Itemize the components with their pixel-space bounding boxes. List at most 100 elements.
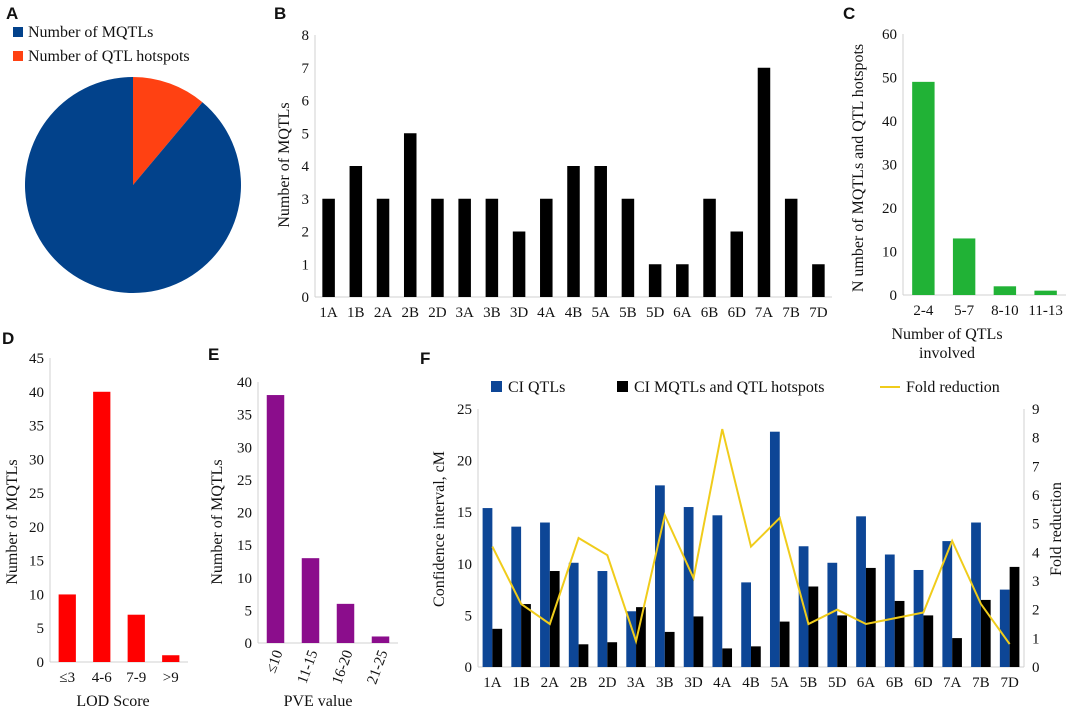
panel-f-fold-reduction-line [491, 428, 1011, 645]
panel-f-x-tick-label: 1A [483, 675, 502, 691]
panel-b-x-tick-label: 5A [592, 305, 611, 321]
panel-f-bar-ci-qtls [683, 507, 694, 667]
panel-f-bar-ci-qtls [913, 569, 924, 667]
panel-b-x-tick-label: 6B [701, 305, 719, 321]
panel-c-bar [993, 286, 1017, 295]
panel-f-y-tick-label: 20 [457, 454, 472, 470]
panel-b-y-tick-label: 5 [302, 126, 310, 142]
panel-f-bar-ci-mqtls [549, 571, 560, 667]
panel-b-x-tick-label: 7A [755, 305, 774, 321]
panel-label-e: E [208, 345, 219, 364]
panel-c-x-tick-label: 8-10 [991, 303, 1019, 319]
legend-label-hotspots: Number of QTL hotspots [28, 48, 190, 65]
panel-c-y-tick-label: 20 [882, 201, 897, 217]
panel-label-a: A [6, 4, 18, 23]
panel-label-c: C [843, 4, 855, 23]
panel-c-x-tick-label: 11-13 [1028, 303, 1062, 319]
panel-f-y-right-tick-label: 7 [1032, 459, 1040, 475]
panel-f-x-tick-label: 3B [656, 675, 674, 691]
panel-f-bar-ci-qtls [511, 526, 522, 667]
panel-d-xlabel: LOD Score [76, 693, 149, 710]
panel-f-y-right-tick-label: 8 [1032, 431, 1040, 447]
panel-f-ylabel-right: Fold reduction [1048, 482, 1065, 576]
panel-c-bar [912, 81, 935, 295]
panel-b-bar [322, 198, 335, 297]
panel-b-y-tick-label: 6 [302, 94, 310, 110]
panel-f-x-tick-label: 3D [684, 675, 703, 691]
panel-b-y-tick-label: 2 [302, 225, 310, 241]
panel-f-x-tick-label: 2D [598, 675, 617, 691]
panel-e-y-tick-label: 30 [237, 440, 252, 456]
panel-f-x-tick-label: 5A [771, 675, 790, 691]
panel-f-bar-ci-qtls [482, 508, 493, 667]
panel-f-y-right-tick-label: 5 [1032, 517, 1040, 533]
legend-label-ci-qtls: CI QTLs [508, 379, 565, 396]
panel-b-bar [349, 166, 363, 297]
panel-c-bar [1034, 290, 1057, 295]
panel-b-y-tick-label: 8 [302, 28, 310, 44]
panel-f-x-tick-label: 5D [828, 675, 847, 691]
panel-b-y-tick-label: 0 [302, 290, 310, 306]
panel-c-x-tick-label: 5-7 [954, 303, 974, 319]
panel-f-bar-ci-mqtls [664, 631, 675, 667]
panel-b-bar [730, 231, 744, 297]
panel-c-y-tick-label: 0 [890, 288, 898, 304]
panel-f-y-tick-label: 0 [465, 660, 473, 676]
panel-e-bar [301, 558, 320, 643]
panel-d-x-tick-label: ≤3 [59, 670, 75, 686]
panel-b-bar [540, 198, 553, 297]
panel-f-bar-ci-qtls [597, 571, 608, 667]
pie-slices [24, 77, 241, 293]
panel-f-x-tick-label: 4A [713, 675, 732, 691]
panel-b-x-tick-label: 4A [537, 305, 556, 321]
panel-f-y-right-tick-label: 0 [1032, 660, 1040, 676]
panel-f-y-tick-label: 5 [465, 608, 473, 624]
panel-c-y-tick-label: 30 [882, 158, 897, 174]
pve-value-chart: 0 5 10 15 20 25 30 35 40 ≤10 11-15 16-20 21-25 [237, 375, 398, 686]
panel-e-x-tick-label: 16-20 [329, 648, 356, 686]
panel-e-bar [266, 395, 285, 643]
panel-e-y-tick-label: 40 [237, 375, 252, 391]
panel-f-bar-ci-qtls [827, 562, 838, 667]
panel-d-y-tick-label: 30 [29, 452, 44, 468]
panel-c-x-tick-label: 2-4 [913, 303, 933, 319]
panel-b-x-tick-label: 2A [374, 305, 393, 321]
panel-c-xlabel-line1: Number of QTLs [891, 326, 1002, 343]
panel-f-ylabel: Confidence interval, cM [431, 451, 448, 607]
panel-f-x-tick-label: 7B [972, 675, 990, 691]
panel-b-x-tick-label: 5B [619, 305, 637, 321]
panel-f-bar-ci-mqtls [952, 638, 962, 667]
panel-f-y-right-tick-label: 4 [1032, 545, 1040, 561]
panel-f-x-tick-label: 7A [943, 675, 962, 691]
panel-f-x-tick-label: 3A [627, 675, 646, 691]
panel-b-bar [458, 198, 471, 297]
panel-d-y-tick-label: 40 [29, 385, 44, 401]
panel-f-bar-ci-mqtls [1009, 566, 1020, 667]
panel-b-bar [757, 67, 771, 297]
panel-b-bar [403, 133, 417, 297]
legend-swatch-hotspots [13, 51, 23, 61]
panel-b-bar [621, 198, 635, 297]
panel-b-x-tick-label: 4B [565, 305, 583, 321]
panel-b-bar [676, 264, 689, 297]
panel-e-x-tick-label: ≤10 [264, 648, 287, 675]
panel-f-y-right-tick-label: 2 [1032, 603, 1040, 619]
panel-f-y-right-tick-label: 9 [1032, 402, 1040, 418]
panel-b-bar [703, 198, 716, 297]
panel-f-bar-ci-mqtls [894, 600, 905, 667]
panel-e-y-tick-label: 35 [237, 408, 252, 424]
panel-f-y-tick-label: 10 [457, 557, 472, 573]
panel-f-bar-ci-mqtls [808, 586, 819, 667]
panel-d-x-tick-label: 4-6 [92, 670, 112, 686]
panel-e-y-tick-label: 25 [237, 473, 252, 489]
panel-f-bar-ci-qtls [568, 562, 579, 667]
panel-f-x-tick-label: 2B [570, 675, 588, 691]
panel-b-y-tick-label: 4 [302, 159, 310, 175]
panel-e-y-tick-label: 10 [237, 571, 252, 587]
panel-c-y-tick-label: 50 [882, 71, 897, 87]
panel-label-d: D [2, 329, 14, 348]
panel-c-ylabel: N umber of MQTLs and QTL hotspots [850, 44, 867, 292]
panel-f-y-right-tick-label: 1 [1032, 631, 1040, 647]
panel-f-bar-ci-mqtls [693, 616, 704, 667]
